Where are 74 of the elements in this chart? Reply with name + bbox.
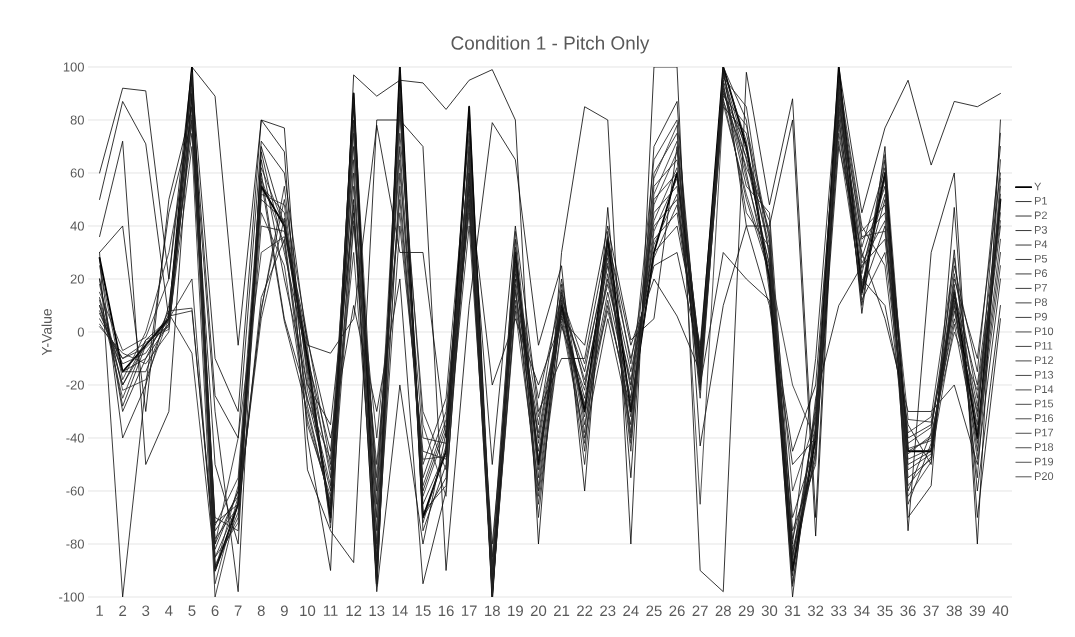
x-tick-label: 2 [119,605,127,616]
legend-label: P8 [1034,298,1047,307]
x-tick-label: 39 [969,605,985,617]
x-tick-label: 26 [669,605,685,617]
y-tick-label: -100 [59,592,84,602]
legend-label: P11 [1034,341,1053,350]
x-tick-label: 5 [188,605,196,616]
legend-label: P7 [1034,283,1047,292]
legend-label: P2 [1034,211,1047,220]
x-tick-label: 11 [323,605,338,616]
x-tick-label: 36 [900,605,916,617]
x-tick-label: 6 [211,605,219,617]
x-tick-label: 29 [738,605,754,617]
y-axis-title: Y-Value [41,308,52,356]
x-tick-label: 33 [831,605,847,617]
legend-label: P10 [1034,327,1054,336]
legend-label: Y [1034,182,1042,191]
x-tick-label: 35 [877,605,893,617]
y-tick-label: -60 [66,486,84,496]
x-tick-label: 12 [346,605,362,616]
x-tick-label: 27 [692,605,708,616]
x-tick-label: 31 [784,605,801,617]
x-tick-label: 20 [530,605,547,617]
x-tick-label: 9 [280,605,288,617]
legend-label: P19 [1034,457,1054,466]
y-tick-label: -40 [66,433,84,443]
x-tick-label: 19 [508,605,523,617]
x-tick-label: 15 [415,605,431,616]
x-tick-label: 24 [623,605,639,616]
x-tick-label: 40 [992,605,1009,617]
legend-label: P6 [1034,269,1047,278]
y-tick-label: 60 [70,168,84,178]
x-tick-label: 17 [461,605,477,616]
y-tick-label: 80 [70,115,84,125]
x-tick-label: 25 [646,605,662,617]
chart-title: Condition 1 - Pitch Only [451,35,650,54]
y-tick-label: 40 [70,221,84,231]
legend-label: P20 [1034,472,1054,480]
legend-label: P16 [1034,414,1054,422]
x-tick-label: 3 [142,605,150,617]
legend-label: P1 [1034,197,1047,205]
x-tick-label: 23 [600,605,616,617]
x-tick-label: 1 [96,605,103,616]
x-tick-label: 30 [761,605,778,617]
x-tick-label: 8 [257,605,265,617]
x-tick-label: 7 [234,605,242,616]
x-tick-label: 18 [485,605,500,617]
x-tick-label: 10 [300,605,316,617]
legend-label: P5 [1034,254,1048,263]
legend-label: P13 [1034,370,1054,379]
legend-label: P4 [1034,240,1048,249]
y-tick-label: -80 [66,539,84,549]
legend-label: P12 [1034,356,1054,364]
y-tick-label: 20 [70,274,84,284]
legend-label: P14 [1034,385,1054,393]
x-tick-label: 16 [438,605,454,617]
x-tick-label: 28 [715,605,731,617]
y-tick-label: -20 [66,380,84,390]
legend-label: P3 [1034,226,1047,234]
x-tick-label: 22 [577,605,593,616]
x-tick-label: 37 [923,605,939,617]
y-tick-label: 0 [77,327,84,337]
x-tick-label: 38 [946,605,962,617]
legend-label: P15 [1034,399,1054,408]
legend-label: P18 [1034,443,1054,451]
x-tick-label: 4 [165,605,173,616]
x-tick-label: 34 [854,605,870,617]
x-tick-label: 21 [553,605,570,616]
x-tick-label: 14 [392,605,408,616]
legend-label: P17 [1034,428,1054,437]
y-tick-label: 100 [63,62,84,72]
x-tick-label: 32 [807,605,824,617]
x-tick-label: 13 [369,605,385,617]
legend-label: P9 [1034,312,1047,321]
